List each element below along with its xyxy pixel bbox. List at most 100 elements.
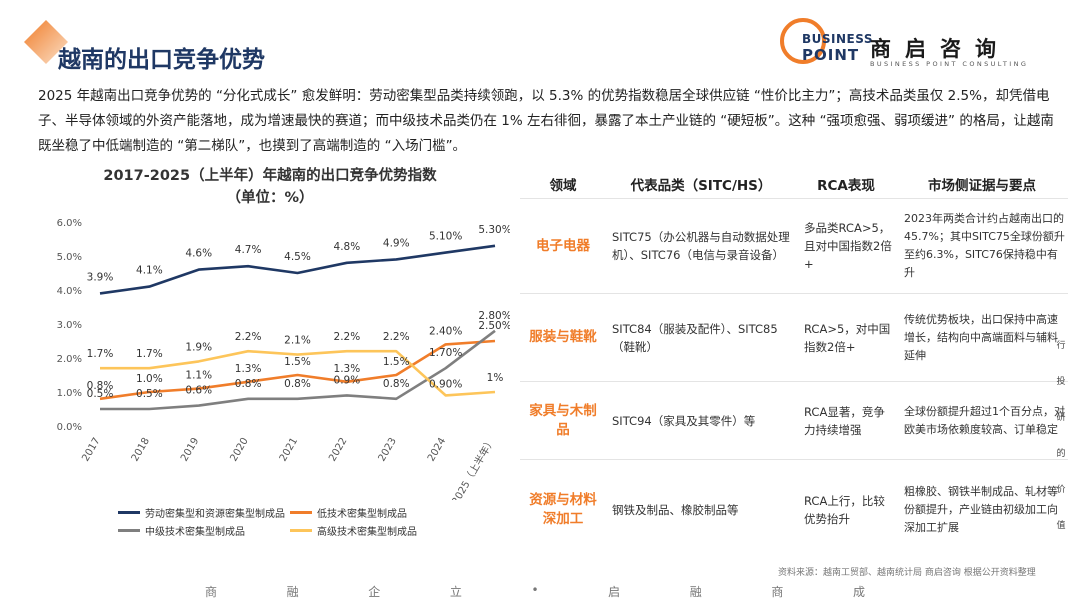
header-field: 领域 — [549, 178, 577, 194]
logo-cn-name: 商启咨询 — [870, 37, 1010, 61]
x-tick-label: 2019 — [179, 436, 201, 464]
x-tick-label: 2018 — [130, 436, 152, 464]
table-row: 资源与材料深加工 钢铁及制品、橡胶制品等 RCA上行，比较优势抬升 粗橡胶、钢铁… — [520, 459, 1068, 559]
x-tick-label: 2020 — [228, 436, 250, 464]
header-products: 代表品类（SITC/HS） — [630, 178, 772, 194]
header-evidence: 市场侧证据与要点 — [928, 178, 1036, 194]
data-label: 0.8% — [235, 378, 262, 390]
cell-evidence: 粗橡胶、钢铁半制成品、轧材等份额提升，产业链由初级加工向深加工扩展 — [904, 484, 1058, 534]
x-tick-label: 2024 — [426, 436, 448, 464]
cell-field: 服装与鞋靴 — [529, 329, 597, 345]
data-label: 4.9% — [383, 237, 410, 249]
data-label: 0.8% — [87, 380, 114, 392]
table-header: 领域 代表品类（SITC/HS） RCA表现 市场侧证据与要点 — [520, 170, 1068, 198]
company-logo: BUSINESS POINT 商启咨询 BUSINESS POINT CONSU… — [780, 18, 1070, 70]
legend-label: 劳动密集型和资源密集型制成品 — [145, 509, 285, 520]
footer-char: 立 — [449, 585, 462, 599]
intro-paragraph: 2025 年越南出口竞争优势的 “分化式成长” 愈发鲜明：劳动密集型品类持续领跑… — [38, 88, 1054, 154]
data-label: 1.7% — [136, 348, 163, 360]
y-tick-label: 1.0% — [57, 388, 82, 399]
data-label: 1.5% — [284, 356, 311, 368]
cell-rca: 多品类RCA>5，且对中国指数2倍+ — [804, 221, 892, 271]
x-tick-label: 2017 — [80, 436, 102, 464]
data-label: 1.5% — [383, 356, 410, 368]
cell-products: SITC84（服装及配件）、SITC85（鞋靴） — [612, 321, 778, 354]
table-row: 服装与鞋靴 SITC84（服装及配件）、SITC85（鞋靴） RCA>5，对中国… — [520, 293, 1068, 381]
footer-char: 融 — [286, 585, 299, 599]
y-tick-label: 5.0% — [57, 252, 82, 263]
data-label: 0.6% — [185, 385, 212, 397]
y-tick-label: 4.0% — [57, 286, 82, 297]
legend-item: 中级技术密集型制成品 — [118, 523, 245, 538]
side-char: 的 — [1056, 449, 1066, 459]
data-label: 0.8% — [383, 378, 410, 390]
series-line — [100, 329, 496, 411]
cell-products: 钢铁及制品、橡胶制品等 — [612, 502, 739, 517]
cell-evidence: 传统优势板块，出口保持中高速增长，结构向中高端面料与辅料延伸 — [904, 312, 1058, 362]
cell-rca: RCA>5，对中国指数2倍+ — [804, 321, 891, 354]
legend-item: 高级技术密集型制成品 — [290, 523, 417, 538]
data-label: 0.5% — [136, 388, 163, 400]
data-label: 0.9% — [334, 374, 361, 386]
cell-field: 家具与木制品 — [529, 402, 597, 438]
footer-char: 成 — [852, 585, 865, 599]
side-char: 行 — [1056, 341, 1066, 351]
legend-label: 中级技术密集型制成品 — [145, 527, 245, 538]
cell-rca: RCA显著，竞争力持续增强 — [804, 404, 885, 437]
data-label: 4.7% — [235, 244, 262, 256]
legend-swatch — [290, 529, 312, 532]
side-vertical-text: 行 投 研 的 价 值 — [1055, 338, 1067, 554]
data-label: 2.80% — [478, 310, 510, 322]
data-label: 0.90% — [429, 378, 462, 390]
title-accent-triangle — [24, 20, 68, 64]
footer-char: 商 — [205, 585, 218, 599]
logo-en-subtitle: BUSINESS POINT CONSULTING — [870, 60, 1029, 68]
legend-swatch — [290, 511, 312, 514]
data-label: 1% — [487, 372, 504, 384]
data-label: 4.5% — [284, 251, 311, 263]
x-tick-label: 2021 — [278, 436, 300, 464]
logo-ring-icon — [780, 18, 826, 64]
y-tick-label: 3.0% — [57, 320, 82, 331]
data-label: 2.2% — [334, 331, 361, 343]
logo-en-line2: POINT — [802, 46, 860, 64]
footer-char: 启 — [608, 585, 621, 599]
chart-subtitle: （单位：%） — [226, 190, 314, 206]
x-tick-label: 2022 — [327, 436, 349, 464]
data-label: 3.9% — [87, 271, 114, 283]
series-line — [100, 349, 496, 397]
data-label: 5.10% — [429, 231, 462, 243]
data-label: 0.5% — [87, 388, 114, 400]
table-row: 电子电器 SITC75（办公机器与自动数据处理机）、SITC76（电信与录音设备… — [520, 198, 1068, 293]
legend-label: 低技术密集型制成品 — [317, 509, 407, 520]
footer-char: • — [531, 583, 539, 597]
y-tick-label: 2.0% — [57, 354, 82, 365]
side-char: 值 — [1056, 521, 1066, 531]
footer-char: 企 — [368, 585, 381, 599]
legend-swatch — [118, 529, 140, 532]
cell-rca: RCA上行，比较优势抬升 — [804, 493, 885, 526]
footer-char: 融 — [689, 585, 702, 599]
chart-title: 2017-2025（上半年）年越南的出口竞争优势指数 — [103, 168, 437, 184]
page-title: 越南的出口竞争优势 — [58, 47, 265, 73]
data-label: 1.3% — [235, 363, 262, 375]
data-label: 2.1% — [284, 335, 311, 347]
cell-evidence: 全球份额提升超过1个百分点，对欧美市场依赖度较高、订单稳定 — [904, 404, 1065, 436]
data-label: 1.7% — [87, 348, 114, 360]
data-label: 1.70% — [429, 347, 462, 359]
data-label: 2.50% — [478, 320, 510, 332]
data-label: 2.2% — [383, 331, 410, 343]
x-tick-label: 2025（上半年） — [449, 435, 498, 500]
data-label: 1.9% — [185, 341, 212, 353]
data-label: 5.30% — [478, 224, 510, 236]
logo-en-line1: BUSINESS — [802, 32, 873, 46]
series-line — [99, 339, 496, 401]
data-label: 4.6% — [185, 248, 212, 260]
data-label: 2.40% — [429, 325, 462, 337]
side-char: 价 — [1056, 485, 1066, 495]
header-rca: RCA表现 — [817, 178, 875, 194]
data-label: 1.1% — [185, 370, 212, 382]
data-label: 1.3% — [334, 363, 361, 375]
series-line — [99, 244, 496, 295]
x-tick-label: 2023 — [377, 436, 399, 464]
